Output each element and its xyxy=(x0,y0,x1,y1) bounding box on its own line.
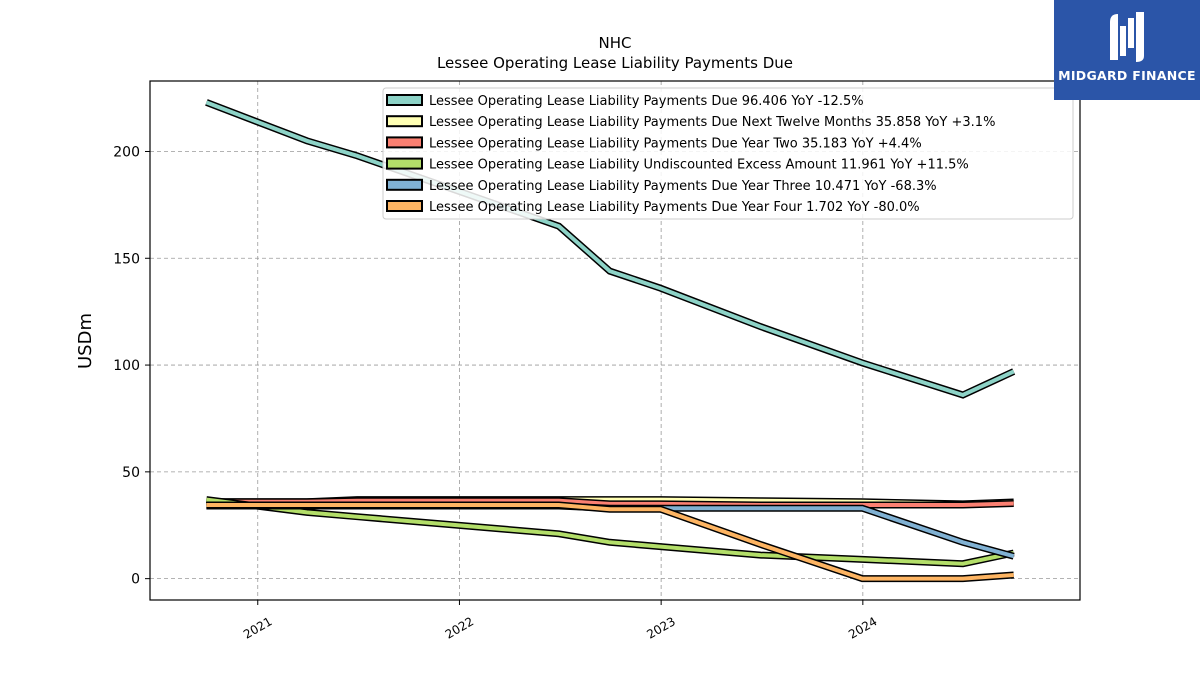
legend-label: Lessee Operating Lease Liability Payment… xyxy=(429,136,922,151)
series-line xyxy=(206,501,1014,583)
legend-item[interactable]: Lessee Operating Lease Liability Payment… xyxy=(386,136,922,151)
chart-title: NHC xyxy=(599,34,632,52)
brand-name: MIDGARD FINANCE xyxy=(1058,68,1196,83)
y-tick-label: 150 xyxy=(113,251,140,267)
y-tick-label: 200 xyxy=(113,144,140,160)
series-line-stroke xyxy=(206,497,1015,566)
legend-label: Lessee Operating Lease Liability Payment… xyxy=(429,200,920,215)
legend-label: Lessee Operating Lease Liability Payment… xyxy=(429,179,937,194)
legend-label: Lessee Operating Lease Liability Undisco… xyxy=(429,158,969,173)
brand-logo: MIDGARD FINANCE xyxy=(1054,0,1200,100)
legend-label: Lessee Operating Lease Liability Payment… xyxy=(429,115,995,130)
y-tick-label: 100 xyxy=(113,358,140,374)
legend-swatch xyxy=(386,136,423,149)
series-layer xyxy=(205,99,1016,583)
series-line-stroke xyxy=(206,498,1014,507)
legend-swatch xyxy=(386,178,423,191)
y-axis-label: USDm xyxy=(75,313,96,369)
chart-subtitle: Lessee Operating Lease Liability Payment… xyxy=(437,54,793,72)
x-tick-label: 2024 xyxy=(846,614,879,641)
legend-label: Lessee Operating Lease Liability Payment… xyxy=(429,94,864,109)
legend-item[interactable]: Lessee Operating Lease Liability Payment… xyxy=(386,94,864,109)
series-line xyxy=(206,497,1014,509)
legend-item[interactable]: Lessee Operating Lease Liability Payment… xyxy=(386,115,995,130)
series-line-stroke xyxy=(205,100,1015,398)
legend-item[interactable]: Lessee Operating Lease Liability Payment… xyxy=(386,178,937,194)
x-tick-label: 2021 xyxy=(241,614,274,641)
legend-box xyxy=(382,87,1074,220)
legend-swatch xyxy=(386,157,423,170)
axis-ticks: 0 50 100 150 200 2021 2022 2023 2024 xyxy=(113,144,879,641)
series-line xyxy=(205,99,1016,399)
series-line xyxy=(205,496,1015,568)
legend-swatch xyxy=(386,94,423,106)
legend-swatch xyxy=(386,115,423,128)
y-tick-label: 0 xyxy=(131,572,140,588)
y-tick-label: 50 xyxy=(122,465,140,481)
legend-item[interactable]: Lessee Operating Lease Liability Payment… xyxy=(386,200,920,215)
legend-item[interactable]: Lessee Operating Lease Liability Undisco… xyxy=(386,157,969,173)
series-line-stroke xyxy=(206,503,1014,581)
legend-swatch xyxy=(386,200,423,212)
legend[interactable]: Lessee Operating Lease Liability Payment… xyxy=(382,87,1074,220)
x-tick-label: 2022 xyxy=(443,614,476,641)
x-tick-label: 2023 xyxy=(644,614,677,641)
plot-frame xyxy=(149,80,1081,601)
logo-mark-icon xyxy=(1110,12,1144,62)
